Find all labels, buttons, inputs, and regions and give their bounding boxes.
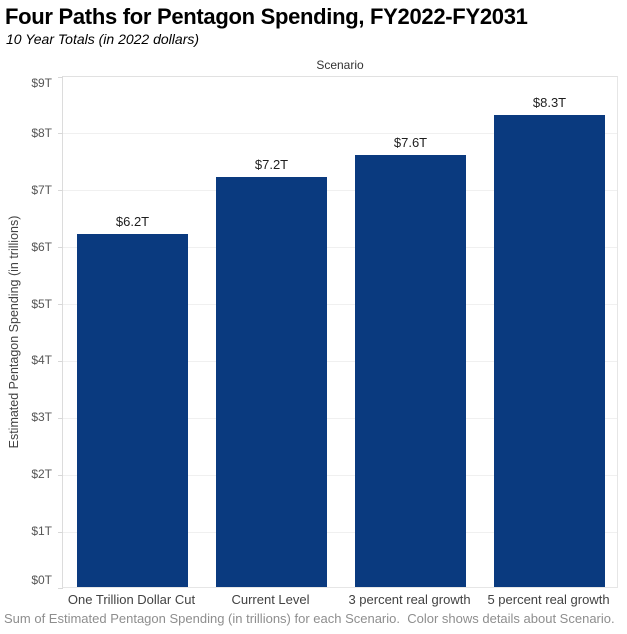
y-tick-mark (58, 474, 63, 476)
y-tick-mark (58, 77, 63, 78)
y-tick-mark (58, 588, 63, 589)
y-tick-mark (58, 133, 63, 135)
bar[interactable] (355, 154, 466, 587)
x-category-label[interactable]: Current Level (231, 592, 310, 607)
gridline (63, 474, 617, 476)
y-tick-label: $1T (31, 524, 52, 539)
x-axis-category-labels: One Trillion Dollar Cut Current Level 3 pe… (62, 592, 618, 607)
y-tick-label: $2T (31, 467, 52, 482)
gridline (63, 304, 617, 306)
column-header-scenario: Scenario (316, 58, 364, 72)
x-category-label[interactable]: 3 percent real growth (348, 592, 471, 607)
bar[interactable] (77, 234, 188, 587)
y-tick-label: $3T (31, 410, 52, 425)
y-tick-label: $0T (31, 573, 52, 587)
page-subtitle: 10 Year Totals (in 2022 dollars) (6, 31, 200, 47)
caption: Sum of Estimated Pentagon Spending (in t… (4, 611, 615, 626)
y-tick-label: $4T (31, 353, 52, 368)
gridline (63, 360, 617, 362)
y-tick-mark (58, 417, 63, 419)
gridline (63, 190, 617, 192)
y-tick-mark (58, 304, 63, 306)
y-tick-label: $8T (31, 125, 52, 140)
bar[interactable] (216, 177, 327, 587)
y-tick-mark (58, 190, 63, 192)
y-tick-mark (58, 531, 63, 533)
y-tick-label: $9T (31, 76, 52, 90)
plot-area: $6.2T $7.2T $7.6T $8.3T (58, 76, 618, 589)
gridline (63, 531, 617, 533)
y-tick-mark (58, 247, 63, 249)
bar[interactable] (494, 114, 605, 587)
gridline (63, 133, 617, 135)
bar-value-label: $8.3T (532, 94, 567, 110)
bar-value-label: $7.6T (393, 134, 428, 150)
gridline (63, 417, 617, 419)
bar-value-label: $7.2T (254, 157, 289, 173)
gridline (63, 247, 617, 249)
y-tick-label: $5T (31, 296, 52, 311)
x-category-label[interactable]: 5 percent real growth (487, 592, 610, 607)
x-category-label[interactable]: One Trillion Dollar Cut (67, 592, 196, 607)
y-axis-tick-labels: $0T $1T $2T $3T $4T $5T $6T $7T $8T $9T (0, 76, 52, 588)
y-tick-label: $6T (31, 239, 52, 254)
bar-value-label: $6.2T (115, 214, 150, 230)
page-title: Four Paths for Pentagon Spending, FY2022… (5, 4, 528, 29)
y-tick-mark (58, 360, 63, 362)
y-tick-label: $7T (31, 182, 52, 197)
